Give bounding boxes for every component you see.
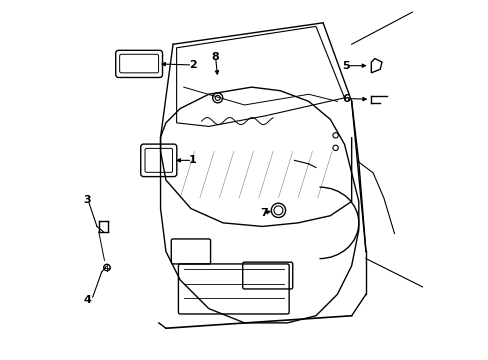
Text: 5: 5	[342, 61, 349, 71]
Text: 2: 2	[188, 60, 196, 70]
Text: 7: 7	[260, 208, 267, 218]
Text: 6: 6	[342, 94, 349, 104]
Text: 3: 3	[83, 195, 91, 204]
Text: 1: 1	[188, 156, 196, 165]
Text: 4: 4	[83, 295, 91, 305]
Text: 8: 8	[211, 52, 219, 62]
